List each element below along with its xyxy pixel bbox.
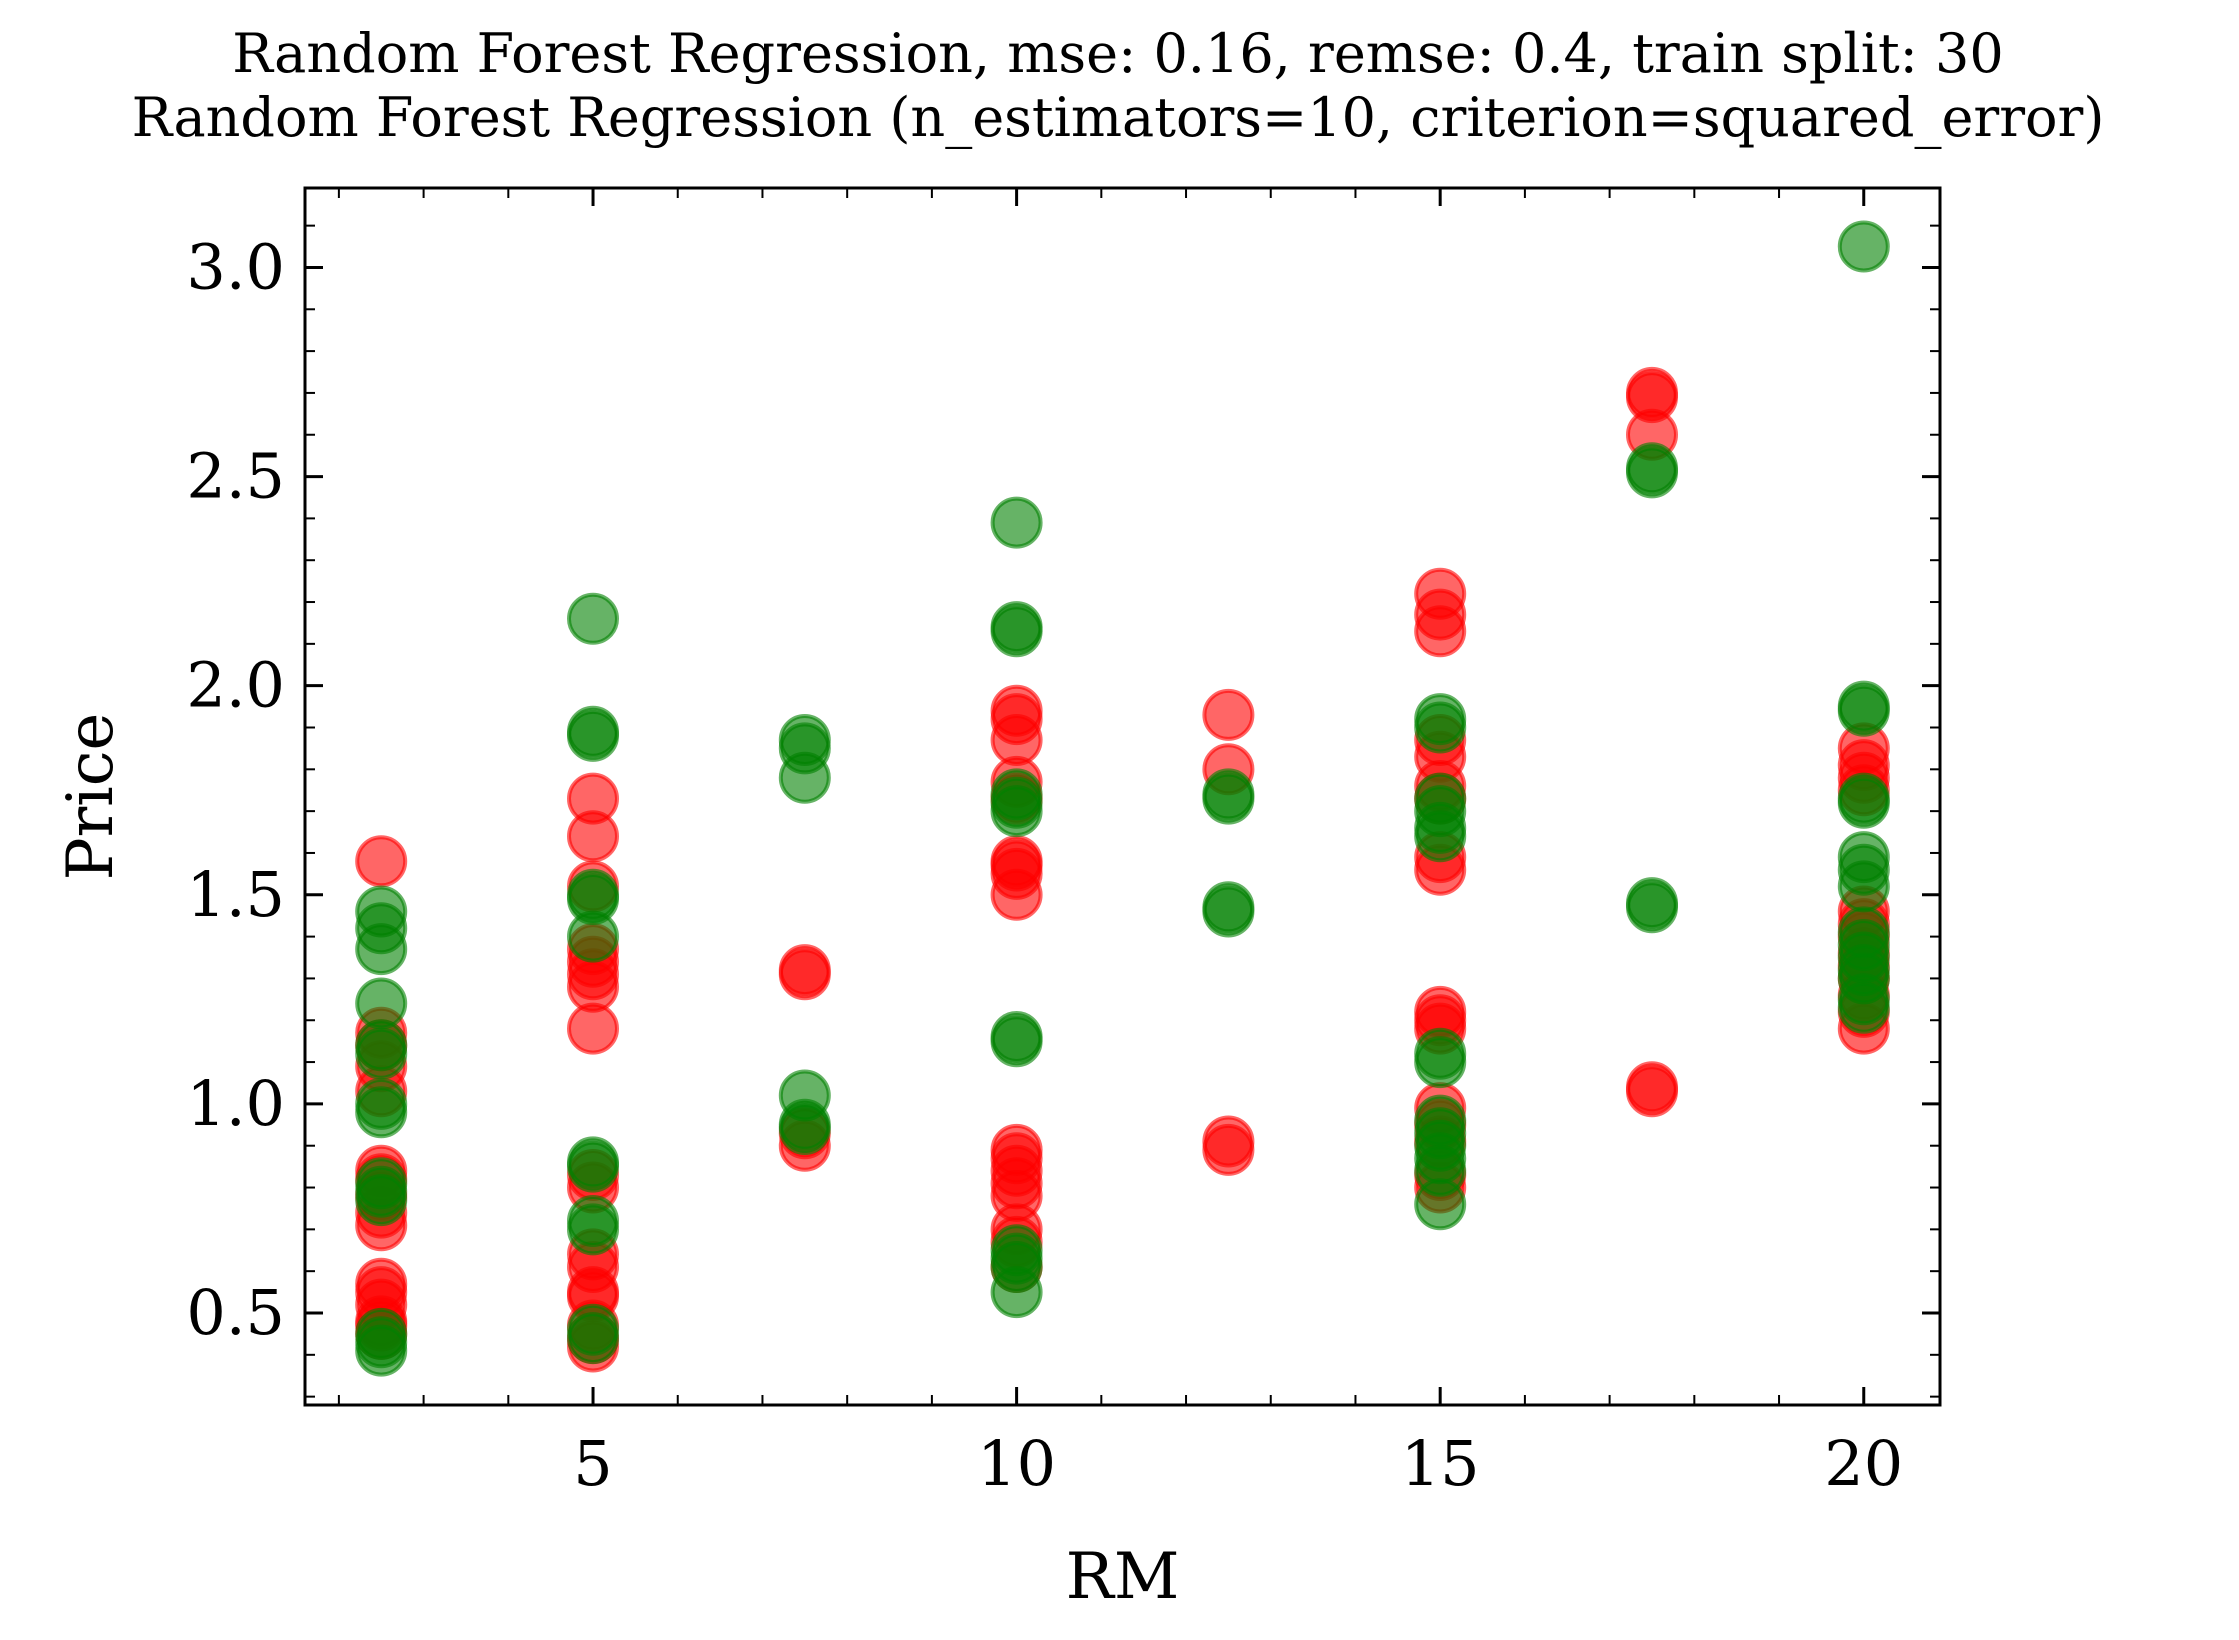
chart-title-line-2: Random Forest Regression (n_estimators=1… — [132, 86, 2105, 149]
y-tick-label: 1.0 — [186, 1067, 285, 1140]
data-point-s1-32 — [990, 496, 1043, 549]
data-point-s0-23 — [567, 1002, 619, 1055]
data-point-s1-63 — [1626, 446, 1678, 499]
data-point-s1-14 — [567, 592, 619, 645]
data-point-s1-43 — [990, 1266, 1043, 1319]
x-axis-label: RM — [1066, 1540, 1180, 1614]
data-point-s1-53 — [1414, 810, 1467, 863]
y-tick-label: 0.5 — [186, 1276, 285, 1349]
data-point-s1-37 — [990, 785, 1043, 838]
data-point-s1-68 — [1837, 684, 1890, 737]
data-point-s1-28 — [778, 751, 831, 804]
data-point-s1-39 — [990, 1015, 1043, 1068]
chart-title-line-1: Random Forest Regression, mse: 0.16, rem… — [232, 22, 2003, 85]
data-point-s1-16 — [567, 709, 619, 762]
data-point-s0-45 — [990, 868, 1043, 921]
data-point-s1-19 — [567, 910, 619, 963]
data-point-s1-80 — [1837, 981, 1890, 1034]
data-point-s1-21 — [567, 1140, 619, 1193]
data-point-s1-2 — [355, 923, 408, 976]
y-tick-label: 3.0 — [186, 230, 285, 303]
plot-frame — [303, 186, 1942, 1407]
y-tick-label: 2.0 — [186, 649, 285, 722]
x-tick-label: 15 — [1401, 1427, 1480, 1500]
data-point-s1-49 — [1414, 701, 1467, 754]
data-point-s1-66 — [1837, 220, 1890, 273]
data-point-s1-55 — [1414, 1036, 1467, 1089]
data-point-s1-34 — [990, 605, 1043, 658]
data-point-s1-73 — [1837, 860, 1890, 913]
data-point-s0-57 — [1202, 1123, 1255, 1176]
data-point-s1-13 — [355, 1324, 408, 1377]
data-point-s0-79 — [1626, 1065, 1678, 1118]
data-point-s1-70 — [1837, 776, 1890, 829]
data-point-s1-47 — [1202, 885, 1255, 938]
points-layer — [355, 220, 1890, 1377]
data-point-s0-34 — [778, 948, 831, 1001]
data-point-s1-31 — [778, 1103, 831, 1155]
x-tick-label: 20 — [1824, 1427, 1903, 1500]
x-tick-label: 5 — [573, 1427, 612, 1500]
data-point-s1-65 — [1626, 881, 1678, 934]
ticks-layer: 5 10 15 20 0.5 1.0 1.5 2.0 2.5 3.0 — [186, 188, 1940, 1500]
data-point-s0-60 — [1414, 605, 1467, 658]
y-tick-label: 1.5 — [186, 858, 285, 931]
data-point-s1-45 — [1202, 772, 1255, 825]
data-point-s0-17 — [567, 810, 619, 863]
x-tick-label: 10 — [977, 1427, 1056, 1500]
data-point-s1-25 — [567, 1312, 619, 1365]
data-point-s1-23 — [567, 1203, 619, 1256]
data-point-s0-54 — [1202, 688, 1255, 741]
y-tick-label: 2.5 — [186, 440, 285, 513]
data-point-s0-0 — [355, 835, 408, 888]
y-axis-label: Price — [54, 713, 128, 881]
data-point-s1-5 — [355, 1027, 408, 1080]
data-point-s1-61 — [1414, 1178, 1467, 1231]
data-point-s1-7 — [355, 1086, 408, 1139]
data-point-s1-10 — [355, 1174, 408, 1227]
